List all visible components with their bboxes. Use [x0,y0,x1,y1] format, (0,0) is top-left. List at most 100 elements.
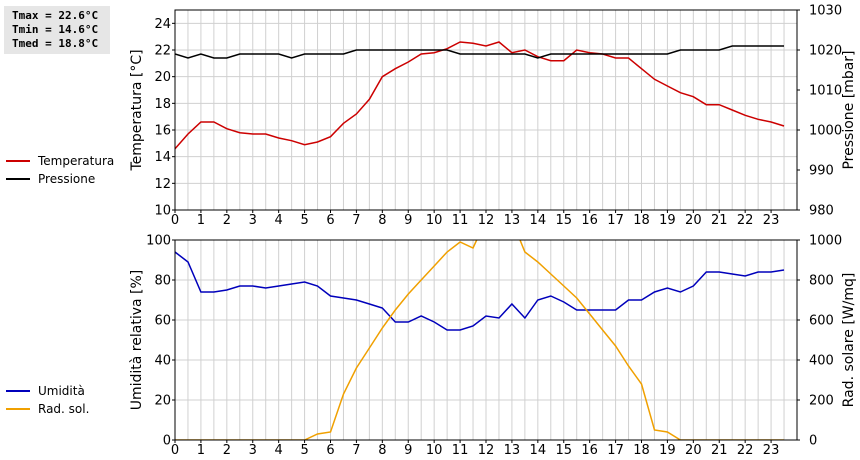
x-tick-label: 11 [452,213,469,228]
x-tick-label: 17 [607,443,624,458]
x-tick-label: 15 [555,213,572,228]
legend-item-temperatura: Temperatura [6,152,114,170]
x-tick-label: 15 [555,443,572,458]
y-right-tick-label: 600 [809,314,834,329]
x-tick-label: 17 [607,213,624,228]
x-tick-label: 6 [326,213,334,228]
x-tick-label: 21 [711,213,728,228]
y-left-tick-label: 20 [154,394,171,409]
x-tick-label: 2 [223,443,231,458]
x-tick-label: 19 [659,213,676,228]
legend-swatch-rad-sol [6,408,30,410]
x-tick-label: 10 [426,443,443,458]
legend-item-umidita: Umidità [6,382,89,400]
y-left-axis-label: Temperatura [°C] [129,49,145,171]
x-tick-label: 21 [711,443,728,458]
x-tick-label: 7 [352,213,360,228]
x-tick-label: 12 [478,213,495,228]
legend-swatch-pressione [6,178,30,180]
x-tick-label: 20 [685,443,702,458]
y-right-tick-label: 990 [809,164,834,179]
x-tick-label: 22 [737,213,754,228]
y-right-axis-label: Pressione [mbar] [841,50,857,169]
y-left-tick-label: 10 [154,204,171,219]
x-tick-label: 6 [326,443,334,458]
x-tick-label: 9 [404,443,412,458]
legend-top: Temperatura Pressione [6,152,114,188]
legend-label-pressione: Pressione [38,172,96,186]
tmax-text: Tmax = 22.6°C [12,9,99,22]
y-left-tick-label: 16 [154,124,171,139]
legend-bottom-items: Umidità Rad. sol. [6,382,89,418]
y-left-tick-label: 18 [154,97,171,112]
x-tick-label: 4 [275,213,283,228]
y-right-tick-label: 400 [809,354,834,369]
x-tick-label: 23 [763,213,780,228]
y-right-tick-label: 980 [809,204,834,219]
x-tick-label: 18 [633,213,650,228]
x-tick-label: 3 [249,213,257,228]
y-left-tick-label: 12 [154,177,171,192]
y-left-tick-label: 24 [154,17,171,32]
y-right-tick-label: 1030 [809,4,842,19]
x-tick-label: 2 [223,213,231,228]
y-right-tick-label: 800 [809,274,834,289]
legend-swatch-temperatura [6,160,30,162]
x-tick-label: 0 [171,213,179,228]
y-right-tick-label: 0 [809,434,817,449]
x-tick-label: 12 [478,443,495,458]
chart-panel-1: 0 1 2 3 4 5 6 7 8 9 10 11 12 13 14 15 16 17 18 19 20 21 22 2302… [129,234,857,459]
x-tick-label: 13 [504,213,521,228]
x-tick-label: 14 [530,443,547,458]
x-tick-label: 10 [426,213,443,228]
y-right-tick-label: 1000 [809,124,842,139]
x-tick-label: 19 [659,443,676,458]
y-left-tick-label: 20 [154,70,171,85]
y-left-tick-label: 14 [154,150,171,165]
series-line-umidit [175,251,785,331]
tmin-text: Tmin = 14.6°C [12,23,99,36]
legend-swatch-umidita [6,390,30,392]
x-tick-label: 9 [404,213,412,228]
x-tick-label: 20 [685,213,702,228]
x-tick-label: 1 [197,443,205,458]
x-tick-label: 16 [581,213,598,228]
x-tick-label: 13 [504,443,521,458]
x-tick-label: 8 [378,213,386,228]
y-right-axis-label: Rad. solare [W/mq] [841,273,857,408]
x-tick-label: 7 [352,443,360,458]
y-left-tick-label: 80 [154,274,171,289]
y-right-tick-label: 1000 [809,234,842,249]
tmed-text: Tmed = 18.8°C [12,37,99,50]
x-tick-label: 3 [249,443,257,458]
legend-item-rad-sol: Rad. sol. [6,400,89,418]
legend-item-pressione: Pressione [6,170,114,188]
legend-label-umidita: Umidità [38,384,85,398]
x-tick-label: 1 [197,213,205,228]
x-tick-label: 0 [171,443,179,458]
stats-box: Tmax = 22.6°C Tmin = 14.6°C Tmed = 18.8°… [4,6,110,54]
legend-label-temperatura: Temperatura [38,154,115,168]
x-tick-label: 8 [378,443,386,458]
y-right-tick-label: 1010 [809,84,842,99]
x-tick-label: 5 [300,213,308,228]
x-tick-label: 11 [452,443,469,458]
series-line-pressione [175,45,784,59]
y-left-tick-label: 40 [154,354,171,369]
y-left-axis-label: Umidità relativa [%] [129,270,145,411]
chart-panel-0: 0 1 2 3 4 5 6 7 8 9 10 11 12 13 14 15 16 17 18 19 20 21 22 2310… [129,4,857,229]
y-left-tick-label: 60 [154,314,171,329]
x-tick-label: 22 [737,443,754,458]
x-tick-label: 18 [633,443,650,458]
series-line-rad-sol [175,240,784,440]
series-line-temperatura [175,41,785,150]
x-tick-label: 5 [300,443,308,458]
y-right-tick-label: 200 [809,394,834,409]
y-right-tick-label: 1020 [809,44,842,59]
x-tick-label: 16 [581,443,598,458]
x-tick-label: 4 [275,443,283,458]
legend-label-rad-sol: Rad. sol. [38,402,90,416]
x-tick-label: 14 [530,213,547,228]
y-left-tick-label: 0 [163,434,171,449]
